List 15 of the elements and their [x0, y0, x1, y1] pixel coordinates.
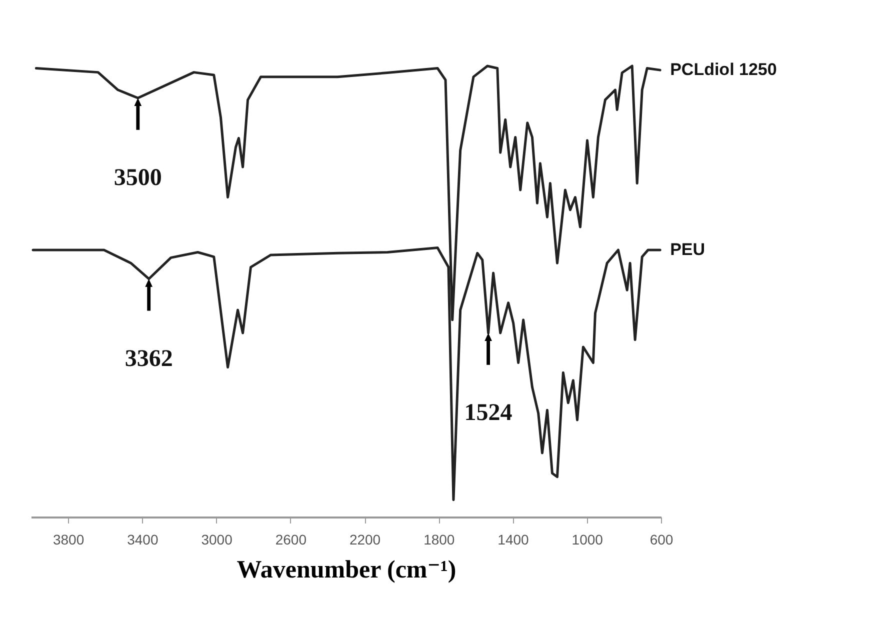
annotation: 3362	[124, 346, 173, 372]
series-label: PCLdiol 1250	[670, 60, 777, 80]
x-tick-label: 2600	[275, 532, 307, 548]
x-tick-label: 3000	[201, 532, 233, 548]
x-tick-label: 1400	[498, 532, 530, 548]
x-tick-label: 600	[650, 532, 674, 548]
series-label: PEU	[670, 240, 706, 260]
x-axis-title: Wavenumber (cm⁻¹)	[236, 556, 456, 584]
x-tick-label: 2200	[349, 532, 381, 548]
x-tick-label: 1800	[424, 532, 455, 548]
annotation: 1524	[464, 400, 512, 426]
annotation: 3500	[114, 165, 162, 192]
x-tick-label: 3800	[52, 532, 84, 548]
x-tick-label: 3400	[127, 532, 158, 548]
x-tick-label: 1000	[572, 532, 604, 548]
